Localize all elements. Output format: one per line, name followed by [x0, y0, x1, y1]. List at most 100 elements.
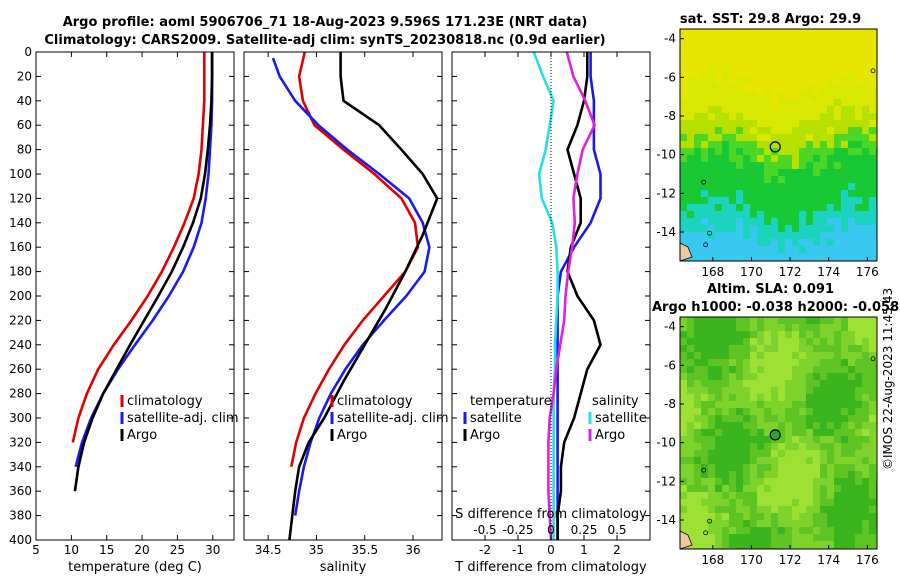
map-cell: [729, 541, 737, 549]
x-tick-label: 36: [405, 543, 420, 557]
map-cell: [729, 450, 737, 458]
map-cell: [750, 190, 758, 198]
map-cell: [750, 492, 758, 500]
map-cell: [806, 457, 814, 465]
map-cell: [778, 64, 786, 72]
map-cell: [841, 464, 849, 472]
island-outline: [701, 467, 707, 473]
map-cell: [750, 506, 758, 514]
map-cell: [687, 324, 695, 332]
map-cell: [862, 29, 870, 37]
map-cell: [694, 436, 702, 444]
map-cell: [862, 204, 870, 212]
map-cell: [680, 317, 688, 325]
map-cell: [715, 71, 723, 79]
map-cell: [820, 429, 828, 437]
map-cell: [743, 429, 751, 437]
x-tick-label: 15: [99, 543, 114, 557]
map-cell: [792, 373, 800, 381]
map-cell: [799, 506, 807, 514]
map-cell: [750, 513, 758, 521]
map-cell: [743, 541, 751, 549]
map-cell: [827, 183, 835, 191]
map-cell: [687, 429, 695, 437]
map-cell: [701, 492, 709, 500]
map-cell: [715, 373, 723, 381]
map-cell: [869, 478, 877, 486]
map-cell: [722, 345, 730, 353]
map-cell: [785, 429, 793, 437]
map-cell: [855, 317, 863, 325]
map-cell: [855, 485, 863, 493]
map-cell: [820, 359, 828, 367]
map-cell: [687, 190, 695, 198]
map-cell: [729, 148, 737, 156]
map-cell: [701, 141, 709, 149]
map-cell: [750, 169, 758, 177]
map-cell: [757, 457, 765, 465]
map-cell: [743, 78, 751, 86]
map-cell: [757, 71, 765, 79]
map-cell: [834, 29, 842, 37]
map-cell: [764, 50, 772, 58]
map-cell: [813, 443, 821, 451]
map-cell: [708, 366, 716, 374]
map-cell: [694, 50, 702, 58]
map-x-tick-label: 174: [817, 265, 840, 279]
map-cell: [792, 120, 800, 128]
map-cell: [813, 50, 821, 58]
map-cell: [687, 422, 695, 430]
y-tick-label: 320: [9, 435, 32, 449]
map-cell: [862, 246, 870, 254]
map-cell: [792, 471, 800, 479]
map-cell: [813, 204, 821, 212]
map-cell: [736, 176, 744, 184]
map-cell: [778, 359, 786, 367]
map-cell: [834, 148, 842, 156]
map-cell: [750, 120, 758, 128]
map-cell: [855, 387, 863, 395]
map-cell: [806, 246, 814, 254]
map-cell: [869, 485, 877, 493]
map-cell: [750, 183, 758, 191]
map-cell: [820, 401, 828, 409]
map-cell: [729, 443, 737, 451]
map-cell: [722, 380, 730, 388]
map-cell: [820, 120, 828, 128]
map-cell: [785, 415, 793, 423]
map-cell: [855, 190, 863, 198]
map-cell: [820, 29, 828, 37]
map-cell: [694, 450, 702, 458]
map-cell: [841, 352, 849, 360]
map-cell: [792, 239, 800, 247]
map-cell: [806, 113, 814, 121]
map-cell: [764, 99, 772, 107]
x-axis-label: salinity: [320, 560, 367, 575]
map-cell: [764, 492, 772, 500]
map-cell: [799, 331, 807, 339]
map-cell: [687, 134, 695, 142]
map-cell: [771, 64, 779, 72]
map-cell: [694, 92, 702, 100]
map-cell: [785, 141, 793, 149]
map-cell: [694, 457, 702, 465]
map-cell: [855, 331, 863, 339]
map-cell: [827, 155, 835, 163]
map-cell: [778, 29, 786, 37]
map-cell: [841, 57, 849, 65]
map-cell: [785, 183, 793, 191]
map-cell: [680, 520, 688, 528]
x-tick-label: 34.5: [255, 543, 282, 557]
map-cell: [736, 534, 744, 542]
map-cell: [708, 204, 716, 212]
map-cell: [764, 331, 772, 339]
map-cell: [715, 29, 723, 37]
map-cell: [736, 443, 744, 451]
map-cell: [771, 190, 779, 198]
map-cell: [701, 394, 709, 402]
map-cell: [820, 506, 828, 514]
map-cell: [708, 176, 716, 184]
map-cell: [785, 345, 793, 353]
panel-diff: -2 -1 0 1 2T difference from climatology-0.5…: [451, 51, 651, 575]
map-cell: [841, 534, 849, 542]
